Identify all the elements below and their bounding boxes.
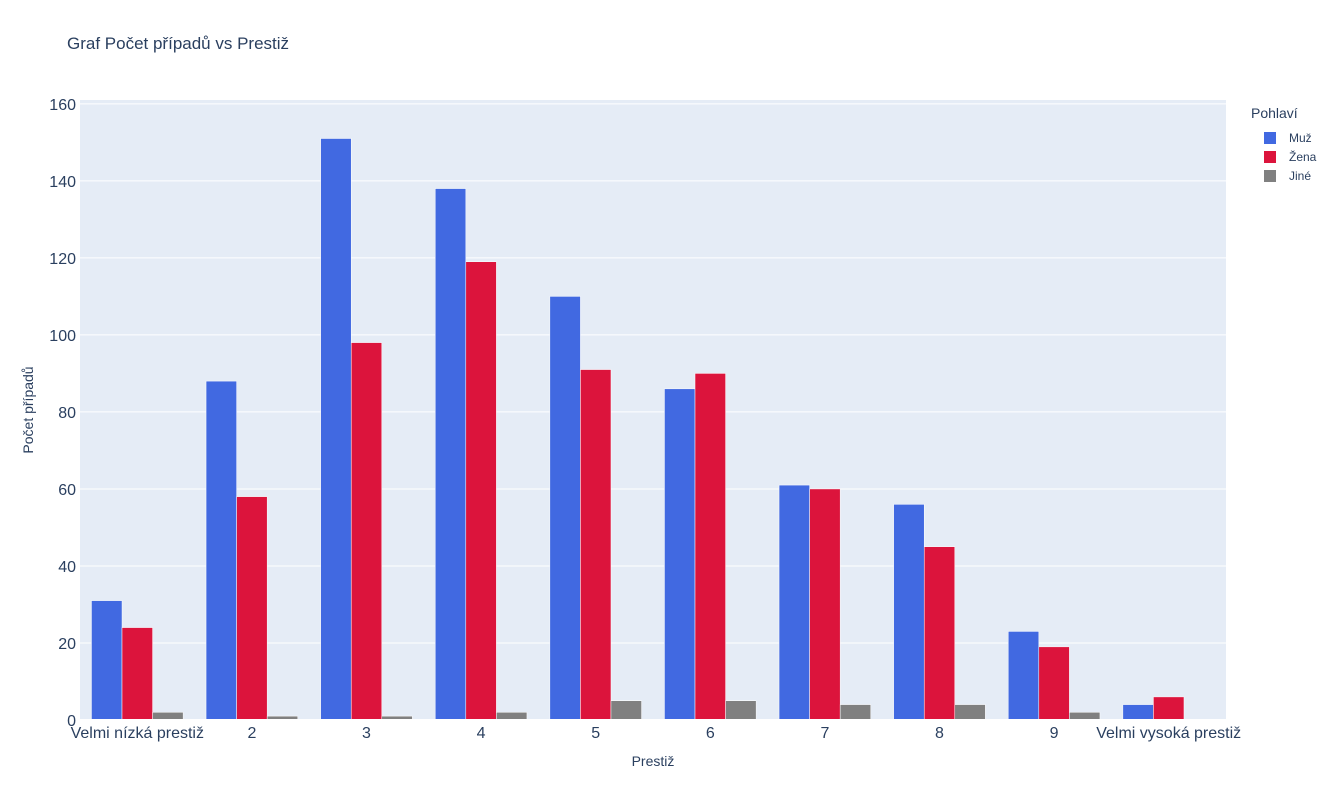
bar — [1153, 696, 1185, 721]
x-tick-label: 9 — [1050, 725, 1059, 742]
legend-label: Muž — [1289, 131, 1312, 145]
bar — [923, 546, 956, 721]
y-tick-label: 60 — [58, 482, 76, 499]
bar — [152, 712, 184, 721]
y-tick-label: 140 — [49, 174, 76, 191]
y-tick-label: 40 — [58, 559, 76, 576]
bar — [893, 504, 925, 721]
bar — [435, 188, 467, 721]
bar — [839, 704, 871, 721]
y-tick-label: 80 — [58, 405, 76, 422]
x-tick-label: 4 — [477, 725, 486, 742]
bar — [121, 627, 153, 721]
legend-label: Jiné — [1289, 169, 1311, 183]
legend-title: Pohlaví — [1251, 105, 1298, 121]
bar — [236, 496, 268, 721]
bar — [1069, 712, 1101, 721]
bar — [725, 700, 757, 721]
y-tick-label: 0 — [67, 713, 76, 730]
bar — [954, 704, 986, 721]
bar — [465, 261, 497, 721]
x-tick-label: 6 — [706, 725, 715, 742]
legend-swatch — [1264, 170, 1276, 182]
bar — [1008, 631, 1040, 721]
x-tick-label: Velmi nízká prestiž — [71, 725, 204, 742]
x-tick-label: Velmi vysoká prestiž — [1096, 725, 1241, 742]
x-tick-label: 8 — [935, 725, 944, 742]
bar — [549, 296, 581, 721]
bar — [809, 488, 841, 721]
plot-area — [80, 100, 1226, 720]
bar — [496, 712, 528, 721]
y-tick-label: 160 — [49, 97, 76, 114]
bar — [664, 388, 696, 721]
bar — [91, 600, 123, 721]
bar — [778, 484, 810, 721]
x-tick-label: 2 — [247, 725, 256, 742]
bar — [580, 369, 612, 721]
y-axis-title: Počet případů — [20, 366, 36, 453]
x-tick-label: 3 — [362, 725, 371, 742]
y-tick-label: 100 — [49, 328, 76, 345]
legend-label: Žena — [1289, 149, 1317, 164]
bar — [1038, 646, 1070, 721]
bar — [1122, 704, 1154, 721]
x-tick-label: 7 — [820, 725, 829, 742]
bar — [694, 373, 726, 721]
legend-swatch — [1264, 151, 1276, 163]
bar — [350, 342, 383, 721]
y-tick-label: 20 — [58, 636, 76, 653]
chart-title: Graf Počet případů vs Prestiž — [67, 34, 290, 53]
bar — [205, 380, 237, 721]
legend-swatch — [1264, 132, 1276, 144]
x-tick-label: 5 — [591, 725, 600, 742]
x-axis-title: Prestiž — [632, 753, 675, 769]
y-tick-label: 120 — [49, 251, 76, 268]
bar — [610, 700, 642, 721]
bar — [320, 138, 352, 721]
